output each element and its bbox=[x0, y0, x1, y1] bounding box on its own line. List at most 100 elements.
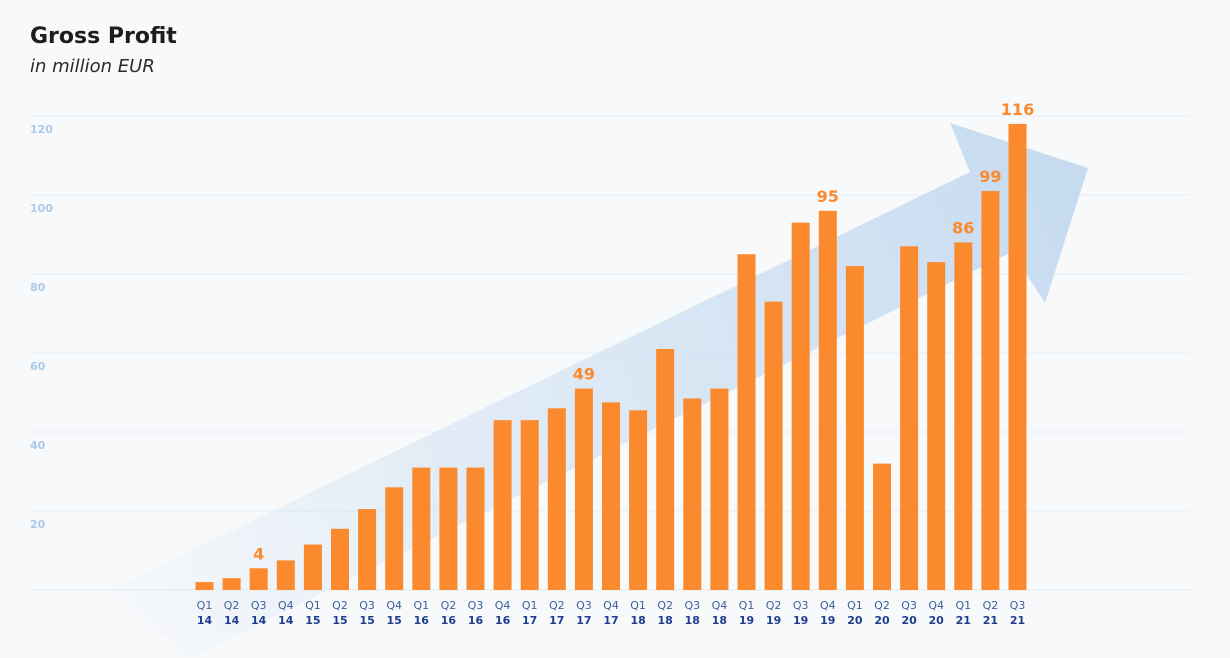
y-tick-label: 80 bbox=[30, 281, 46, 294]
bar bbox=[737, 254, 756, 590]
bar bbox=[764, 301, 783, 590]
data-label: 4 bbox=[253, 544, 264, 563]
trend-arrow-icon bbox=[110, 123, 1088, 658]
x-tick-quarter: Q2 bbox=[983, 599, 999, 612]
x-tick-year: 17 bbox=[522, 614, 537, 627]
x-tick-year: 16 bbox=[414, 614, 430, 627]
bar bbox=[493, 420, 512, 590]
x-tick-quarter: Q4 bbox=[603, 599, 619, 612]
x-tick-quarter: Q1 bbox=[413, 599, 429, 612]
data-label: 95 bbox=[817, 187, 839, 206]
x-tick-quarter: Q2 bbox=[549, 599, 565, 612]
bar bbox=[791, 222, 810, 590]
x-tick-year: 21 bbox=[1010, 614, 1025, 627]
x-tick-year: 19 bbox=[820, 614, 835, 627]
bar bbox=[574, 388, 593, 590]
data-labels: 4 49 95 86 99 116 bbox=[253, 100, 1034, 563]
chart-subtitle: in million EUR bbox=[30, 56, 155, 77]
x-tick-year: 14 bbox=[251, 614, 267, 627]
x-tick-year: 15 bbox=[359, 614, 374, 627]
x-tick-year: 19 bbox=[739, 614, 754, 627]
x-tick-year: 20 bbox=[901, 614, 917, 627]
y-tick-label: 100 bbox=[30, 202, 53, 215]
bar bbox=[222, 578, 241, 590]
x-tick-quarter: Q4 bbox=[712, 599, 728, 612]
x-tick-quarter: Q3 bbox=[468, 599, 484, 612]
x-tick-year: 16 bbox=[468, 614, 484, 627]
x-tick-quarter: Q3 bbox=[793, 599, 809, 612]
data-label: 86 bbox=[952, 218, 974, 237]
bar bbox=[276, 560, 295, 590]
bars bbox=[195, 123, 1027, 591]
bar bbox=[683, 398, 702, 590]
bar bbox=[439, 467, 458, 590]
bar bbox=[1008, 123, 1027, 591]
x-tick-year: 21 bbox=[983, 614, 998, 627]
x-tick-quarter: Q4 bbox=[278, 599, 294, 612]
bar bbox=[629, 410, 648, 590]
x-tick-quarter: Q2 bbox=[224, 599, 240, 612]
x-tick-quarter: Q2 bbox=[766, 599, 782, 612]
bar bbox=[249, 568, 268, 590]
bar bbox=[385, 487, 404, 590]
x-tick-quarter: Q3 bbox=[576, 599, 592, 612]
x-tick-quarter: Q3 bbox=[359, 599, 375, 612]
x-tick-year: 14 bbox=[278, 614, 294, 627]
bar bbox=[873, 463, 891, 590]
x-tick-quarter: Q2 bbox=[657, 599, 673, 612]
x-tick-quarter: Q1 bbox=[522, 599, 538, 612]
bar bbox=[900, 246, 919, 590]
x-tick-quarter: Q4 bbox=[928, 599, 944, 612]
bar bbox=[981, 191, 1000, 591]
bar bbox=[303, 544, 322, 590]
x-tick-year: 18 bbox=[685, 614, 700, 627]
data-label: 99 bbox=[979, 167, 1001, 186]
y-axis: 20 40 60 80 100 120 bbox=[30, 123, 53, 531]
x-tick-year: 17 bbox=[576, 614, 591, 627]
data-label: 116 bbox=[1001, 100, 1034, 119]
x-tick-year: 16 bbox=[441, 614, 457, 627]
x-axis: Q1 14 Q2 14 Q3 14 Q4 14 Q1 15 Q2 15 Q3 15 Q4 15 Q1 16 Q2 16… bbox=[197, 599, 1026, 627]
bar bbox=[520, 420, 539, 590]
bar bbox=[412, 467, 431, 590]
x-tick-year: 17 bbox=[603, 614, 618, 627]
bar bbox=[547, 408, 566, 590]
x-tick-year: 18 bbox=[630, 614, 645, 627]
x-tick-year: 20 bbox=[847, 614, 863, 627]
x-tick-quarter: Q4 bbox=[386, 599, 402, 612]
data-label: 49 bbox=[573, 365, 595, 384]
y-tick-label: 60 bbox=[30, 360, 46, 373]
bar bbox=[954, 242, 973, 590]
x-tick-quarter: Q2 bbox=[441, 599, 457, 612]
bar bbox=[927, 262, 946, 590]
x-tick-quarter: Q1 bbox=[305, 599, 321, 612]
x-tick-year: 15 bbox=[332, 614, 347, 627]
bar bbox=[656, 349, 675, 590]
x-tick-quarter: Q2 bbox=[332, 599, 348, 612]
x-tick-quarter: Q4 bbox=[495, 599, 511, 612]
x-tick-year: 18 bbox=[658, 614, 673, 627]
x-tick-quarter: Q1 bbox=[197, 599, 213, 612]
bar bbox=[466, 467, 485, 590]
y-tick-label: 20 bbox=[30, 518, 46, 531]
x-tick-year: 15 bbox=[387, 614, 402, 627]
x-tick-quarter: Q3 bbox=[251, 599, 267, 612]
x-tick-quarter: Q1 bbox=[739, 599, 755, 612]
x-tick-year: 21 bbox=[956, 614, 971, 627]
x-tick-quarter: Q3 bbox=[1010, 599, 1026, 612]
x-tick-year: 15 bbox=[305, 614, 320, 627]
x-tick-quarter: Q3 bbox=[901, 599, 917, 612]
bar bbox=[845, 266, 864, 590]
bar bbox=[818, 210, 837, 591]
x-tick-year: 18 bbox=[712, 614, 727, 627]
x-tick-year: 14 bbox=[224, 614, 240, 627]
x-tick-year: 17 bbox=[549, 614, 564, 627]
x-tick-year: 14 bbox=[197, 614, 213, 627]
x-tick-year: 16 bbox=[495, 614, 511, 627]
bar bbox=[710, 388, 729, 590]
x-tick-quarter: Q1 bbox=[630, 599, 646, 612]
x-tick-quarter: Q4 bbox=[820, 599, 836, 612]
bar bbox=[331, 528, 349, 590]
